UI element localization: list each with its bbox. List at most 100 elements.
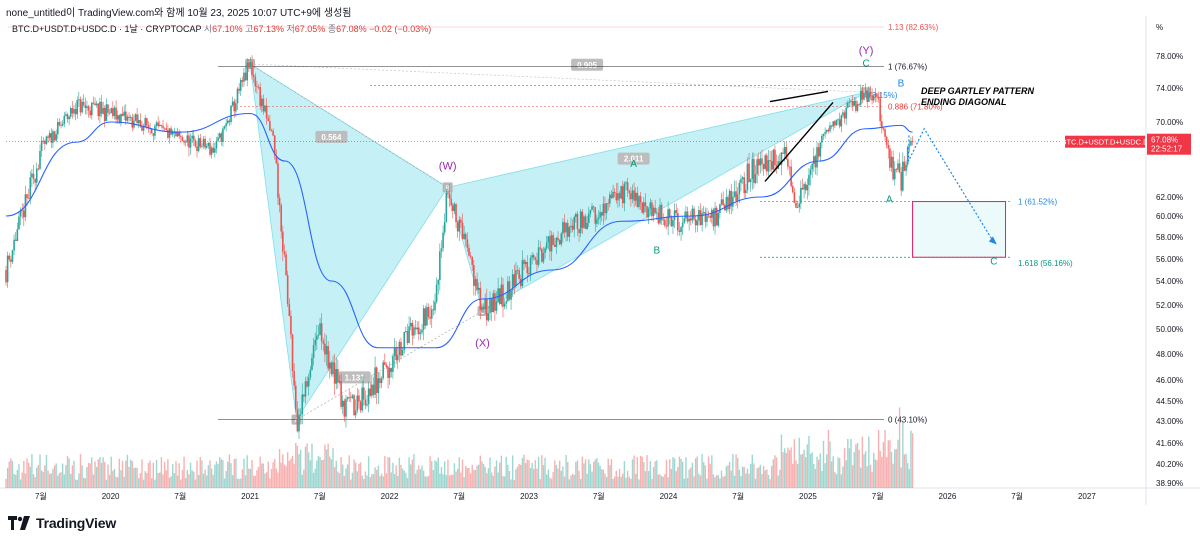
candle-body xyxy=(137,120,140,124)
volume-bar xyxy=(837,457,839,488)
volume-bar xyxy=(850,439,852,488)
candle-body xyxy=(63,115,66,124)
volume-bar xyxy=(178,463,180,488)
candle-body xyxy=(176,131,179,137)
candle-body xyxy=(858,104,860,105)
volume-bar xyxy=(466,468,469,488)
candle-body xyxy=(714,207,716,227)
candle-body xyxy=(288,303,291,316)
volume-bar xyxy=(620,476,622,488)
y-tick-label: 70.00% xyxy=(1156,118,1183,127)
candle-body xyxy=(112,108,114,117)
volume-bar xyxy=(709,463,711,488)
volume-bar xyxy=(317,455,320,488)
x-tick-label: 2025 xyxy=(799,492,817,501)
volume-bar xyxy=(241,469,244,488)
candle-body xyxy=(392,356,394,372)
volume-bar xyxy=(314,468,316,488)
volume-bar xyxy=(228,454,231,488)
x-tick-label: 7월 xyxy=(1011,491,1023,501)
candle-body xyxy=(350,397,352,399)
volume-bar xyxy=(792,463,794,488)
volume-bar xyxy=(408,457,410,488)
volume-bar xyxy=(248,468,250,488)
candle-body xyxy=(667,209,669,227)
volume-bar xyxy=(772,459,775,488)
candle-body xyxy=(452,205,454,211)
candle-body xyxy=(597,217,600,220)
volume-bar xyxy=(864,451,867,488)
candle-body xyxy=(796,207,799,209)
volume-bar xyxy=(743,466,745,488)
candle-body xyxy=(181,137,184,141)
candle-body xyxy=(348,397,350,399)
volume-bar xyxy=(176,475,179,488)
volume-bar xyxy=(411,459,414,488)
candle-body xyxy=(612,191,614,198)
candle-body xyxy=(377,378,380,393)
volume-bar xyxy=(625,477,627,488)
candle-body xyxy=(45,136,48,144)
volume-bar xyxy=(690,467,692,488)
volume-bar xyxy=(839,458,841,488)
candle-body xyxy=(398,341,401,356)
candle-body xyxy=(762,164,765,169)
volume-bar xyxy=(866,466,868,488)
volume-bar xyxy=(494,466,496,488)
volume-bar xyxy=(771,465,773,488)
candle-body xyxy=(27,198,30,199)
volume-bar xyxy=(520,464,522,488)
candle-body xyxy=(113,107,116,117)
candle-body xyxy=(95,103,98,106)
candle-body xyxy=(5,270,7,283)
volume-bar xyxy=(905,453,907,488)
candle-body xyxy=(134,114,137,121)
candle-body xyxy=(717,213,720,226)
volume-bar xyxy=(664,474,666,488)
volume-bar xyxy=(751,454,753,488)
candle-body xyxy=(868,93,870,102)
volume-bar xyxy=(605,477,608,488)
candle-body xyxy=(354,410,357,416)
x-tick-label: 2024 xyxy=(660,492,678,501)
candle-body xyxy=(364,399,367,406)
candle-body xyxy=(371,384,373,396)
volume-bar xyxy=(87,462,90,488)
volume-bar xyxy=(95,466,98,488)
y-tick-label: 43.00% xyxy=(1156,417,1183,426)
volume-bar xyxy=(766,469,768,488)
candle-body xyxy=(47,136,49,138)
volume-bar xyxy=(775,457,778,488)
volume-bar xyxy=(448,475,451,488)
candle-body xyxy=(803,184,805,190)
volume-bar xyxy=(286,452,289,488)
volume-bar xyxy=(793,439,796,488)
volume-bar xyxy=(367,456,370,488)
candle-body xyxy=(544,248,546,253)
candle-body xyxy=(770,161,773,170)
candle-body xyxy=(722,199,724,206)
volume-bar xyxy=(369,477,371,488)
volume-bar xyxy=(463,477,465,488)
candle-body xyxy=(808,174,810,186)
volume-bar xyxy=(283,464,286,488)
volume-bar xyxy=(218,456,221,488)
candle-body xyxy=(118,115,121,124)
candle-body xyxy=(842,112,844,116)
volume-bar xyxy=(557,468,559,488)
volume-bar xyxy=(769,479,771,488)
candle-body xyxy=(209,142,211,155)
candle-body xyxy=(757,159,760,166)
volume-bar xyxy=(128,466,130,488)
candle-body xyxy=(654,207,656,213)
volume-bar xyxy=(105,479,108,488)
volume-bar xyxy=(902,422,904,488)
volume-bar xyxy=(669,459,671,488)
candle-body xyxy=(712,209,715,227)
volume-bar xyxy=(497,472,499,488)
current-symbol-label: BTC.D+USDT.D+USDC.D xyxy=(1061,138,1149,147)
volume-bar xyxy=(414,473,417,488)
volume-bar xyxy=(495,460,498,488)
candle-body xyxy=(254,76,257,87)
